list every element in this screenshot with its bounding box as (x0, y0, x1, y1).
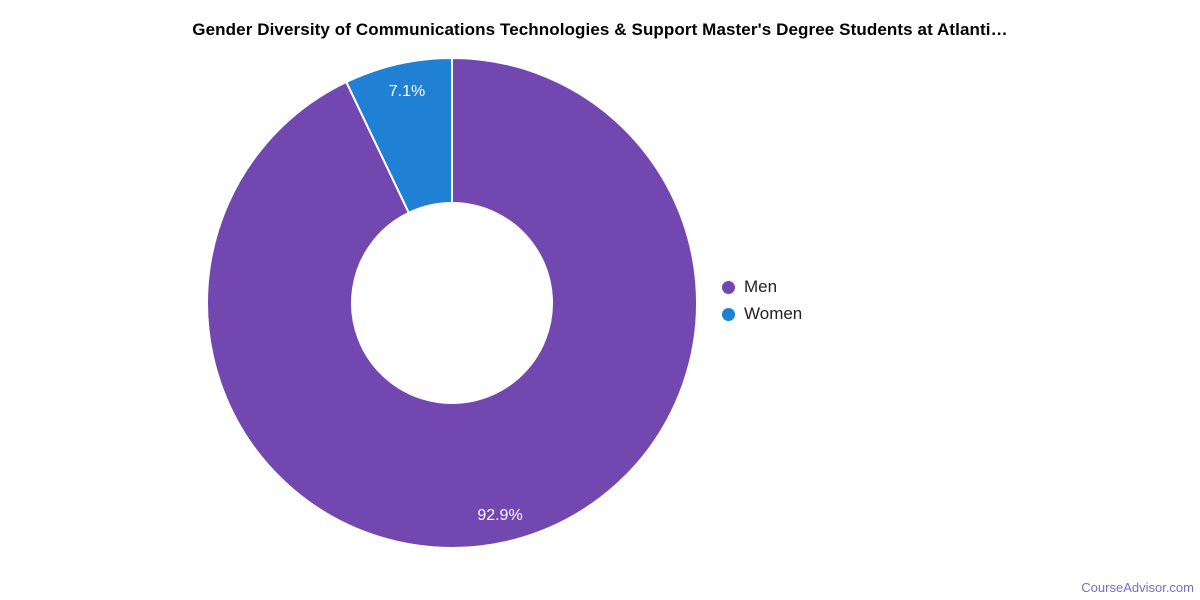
legend-swatch-men-icon (722, 280, 735, 294)
courseadvisor-link[interactable]: CourseAdvisor.com (1081, 580, 1194, 595)
legend-swatch-women-icon (722, 307, 735, 321)
pie-slice-women[interactable] (345, 57, 453, 214)
legend-item-men[interactable]: Men (722, 276, 802, 298)
legend: Men Women (722, 276, 802, 325)
pie-slice-men[interactable] (206, 57, 698, 549)
chart-title: Gender Diversity of Communications Techn… (192, 20, 1008, 39)
legend-item-women[interactable]: Women (722, 303, 802, 325)
legend-label-women: Women (744, 304, 803, 323)
legend-label-men: Men (744, 277, 778, 296)
